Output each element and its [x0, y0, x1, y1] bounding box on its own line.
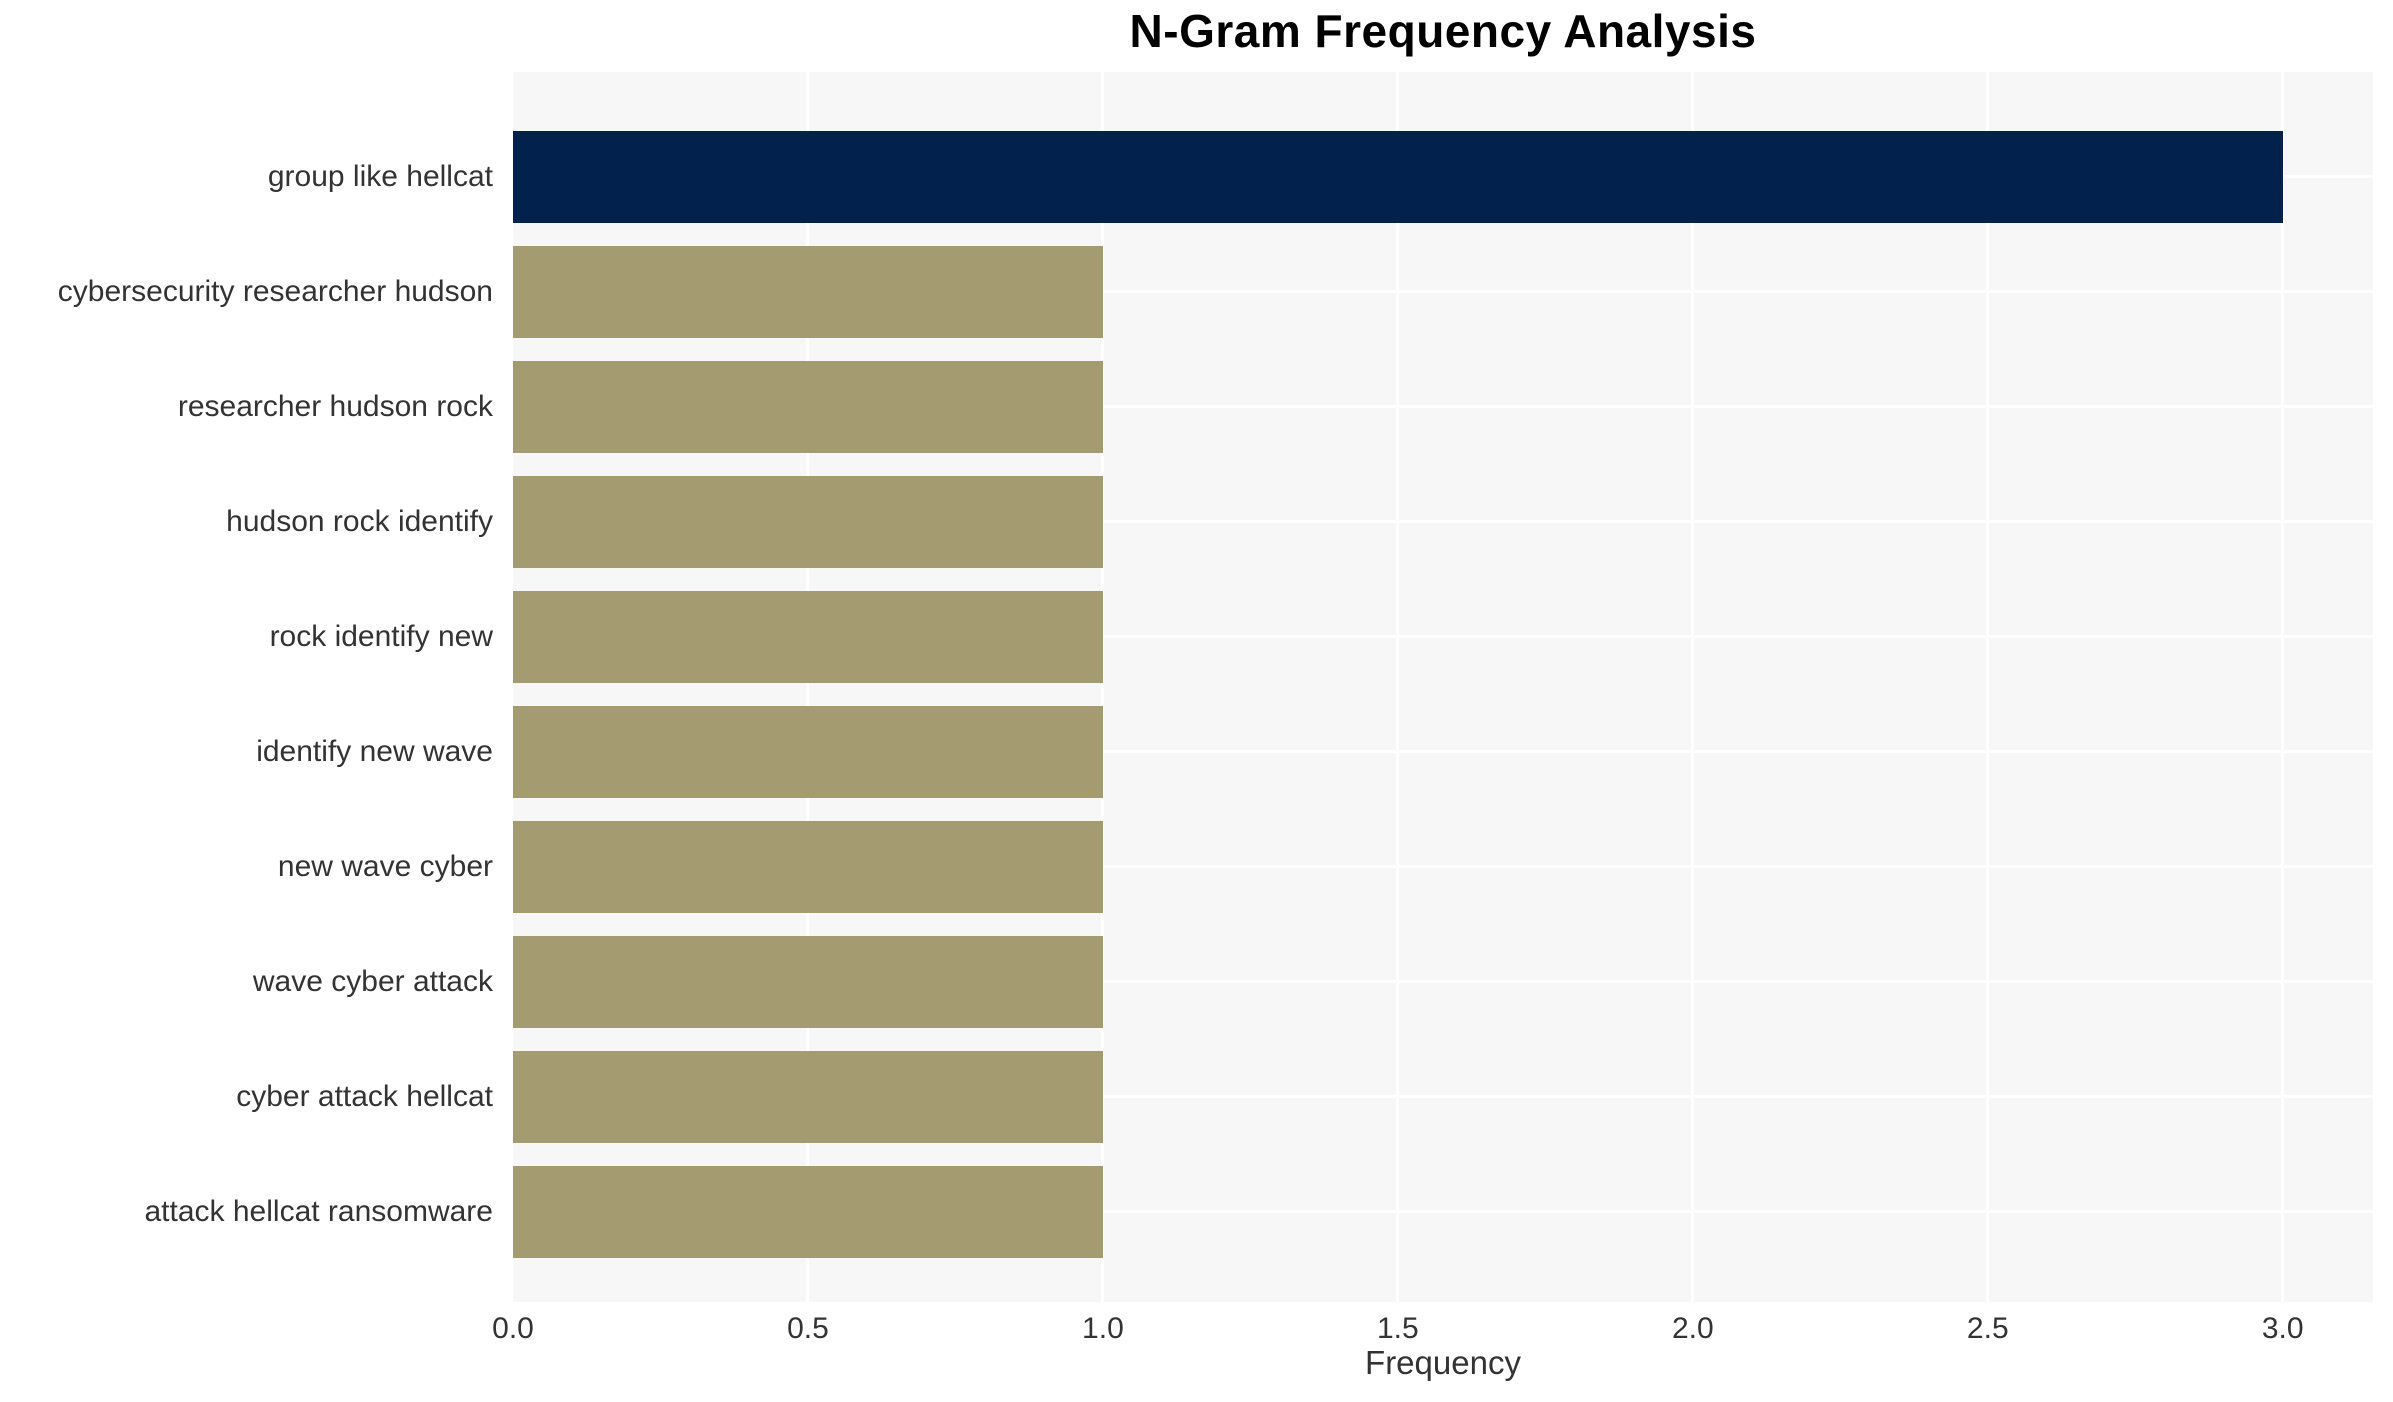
bar-wave-cyber-attack: [513, 935, 1103, 1028]
bar-cybersecurity-researcher-hudson: [513, 245, 1103, 338]
y-tick-label: rock identify new: [269, 619, 493, 653]
horizontal-gridline: [513, 290, 2373, 293]
x-tick-label: 1.5: [1377, 1312, 1419, 1345]
horizontal-gridline: [513, 635, 2373, 638]
plot-area: [513, 72, 2373, 1302]
bar-attack-hellcat-ransomware: [513, 1165, 1103, 1258]
x-axis-ticks: 0.0 0.5 1.0 1.5 2.0 2.5 3.0: [0, 1312, 2393, 1348]
x-tick-label: 3.0: [2261, 1312, 2304, 1345]
bar-rock-identify-new: [513, 590, 1103, 683]
y-tick-label: wave cyber attack: [252, 964, 493, 998]
x-tick-label: 2.0: [1671, 1312, 1714, 1345]
bar-cyber-attack-hellcat: [513, 1050, 1103, 1143]
y-tick-label: group like hellcat: [267, 159, 493, 193]
y-tick-label: cyber attack hellcat: [236, 1079, 493, 1113]
horizontal-gridline: [513, 980, 2373, 983]
horizontal-gridline: [513, 750, 2373, 753]
bar-group-like-hellcat: [513, 130, 2283, 223]
bar-hudson-rock-identify: [513, 475, 1103, 568]
y-axis-labels: group like hellcat cybersecurity research…: [0, 72, 503, 1302]
vertical-gridline: [2281, 72, 2285, 1302]
vertical-gridline: [1691, 72, 1695, 1302]
y-tick-label: attack hellcat ransomware: [144, 1194, 494, 1228]
y-tick-label: hudson rock identify: [226, 504, 493, 538]
x-axis-label: Frequency: [1365, 1344, 1521, 1381]
bar-researcher-hudson-rock: [513, 360, 1103, 453]
y-tick-label: new wave cyber: [277, 849, 493, 883]
chart-title: N-Gram Frequency Analysis: [1129, 5, 1757, 57]
vertical-gridline: [1396, 72, 1400, 1302]
x-tick-label: 0.0: [492, 1312, 534, 1345]
bar-identify-new-wave: [513, 705, 1103, 798]
horizontal-gridline: [513, 520, 2373, 523]
y-tick-label: identify new wave: [256, 734, 493, 768]
horizontal-gridline: [513, 865, 2373, 868]
bar-new-wave-cyber: [513, 820, 1103, 913]
x-tick-label: 0.5: [787, 1312, 829, 1345]
horizontal-gridline: [513, 1095, 2373, 1098]
vertical-gridline: [806, 72, 810, 1302]
horizontal-gridline: [513, 1210, 2373, 1213]
x-tick-label: 2.5: [1966, 1312, 2009, 1345]
vertical-gridline: [1101, 72, 1105, 1302]
x-tick-label: 1.0: [1082, 1312, 1124, 1345]
horizontal-gridline: [513, 405, 2373, 408]
y-tick-label: researcher hudson rock: [177, 389, 493, 423]
y-tick-label: cybersecurity researcher hudson: [57, 274, 493, 308]
vertical-gridline: [1986, 72, 1990, 1302]
